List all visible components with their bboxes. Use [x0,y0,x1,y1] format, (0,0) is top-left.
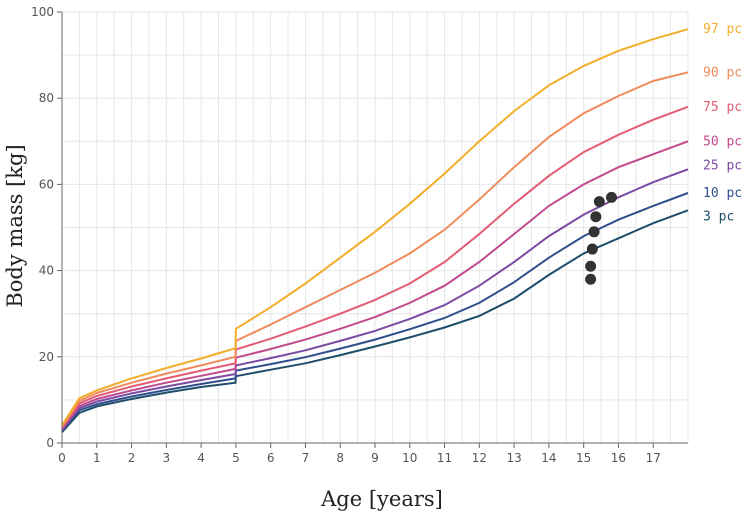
x-tick-label: 14 [541,451,556,465]
x-tick-label: 3 [163,451,171,465]
x-tick-label: 9 [371,451,379,465]
x-tick-label: 15 [576,451,591,465]
series-line-25-pc [61,168,689,431]
x-tick-label: 8 [336,451,344,465]
series-line-50-pc [61,140,689,430]
measurement-point [605,191,617,203]
measurement-points [585,191,617,285]
x-tick-label: 0 [58,451,66,465]
x-tick-label: 1 [93,451,101,465]
y-tick-label: 80 [39,91,54,105]
measurement-point [585,273,597,285]
y-tick-label: 40 [39,264,54,278]
x-tick-label: 7 [302,451,310,465]
x-tick-label: 13 [506,451,521,465]
y-axis-title: Body mass [kg] [3,144,27,307]
x-axis-title: Age [years] [320,487,443,511]
x-tick-label: 10 [402,451,417,465]
y-tick-label: 100 [31,5,54,19]
x-tick-label: 6 [267,451,275,465]
series-label: 90 pc [703,65,742,80]
series-label: 50 pc [703,134,742,149]
series-line-75-pc [61,105,689,429]
measurement-point [585,260,597,272]
measurement-point [593,196,605,208]
percentile-labels: 3 pc 10 pc 25 pc 50 pc 75 pc 90 pc 97 pc [703,22,742,224]
y-tick-label: 60 [39,177,54,191]
series-label: 25 pc [703,158,742,173]
measurement-point [586,243,598,255]
x-tick-label: 16 [611,451,626,465]
y-tick-label: 20 [39,350,54,364]
series-label: 75 pc [703,100,742,115]
series-line-90-pc [61,71,689,428]
series-line-10-pc [61,192,689,432]
x-tick-label: 17 [646,451,661,465]
measurement-point [590,211,602,223]
series-label: 3 pc [703,209,734,224]
x-tick-label: 4 [197,451,205,465]
y-tick-label: 0 [46,436,54,450]
percentile-series [61,28,689,433]
measurement-point [588,226,600,238]
series-line-3-pc [61,209,689,433]
x-tick-label: 12 [472,451,487,465]
x-tick-label: 5 [232,451,240,465]
series-label: 97 pc [703,22,742,37]
series-line-97-pc [61,28,689,426]
x-tick-label: 2 [128,451,136,465]
series-label: 10 pc [703,186,742,201]
x-tick-label: 11 [437,451,452,465]
